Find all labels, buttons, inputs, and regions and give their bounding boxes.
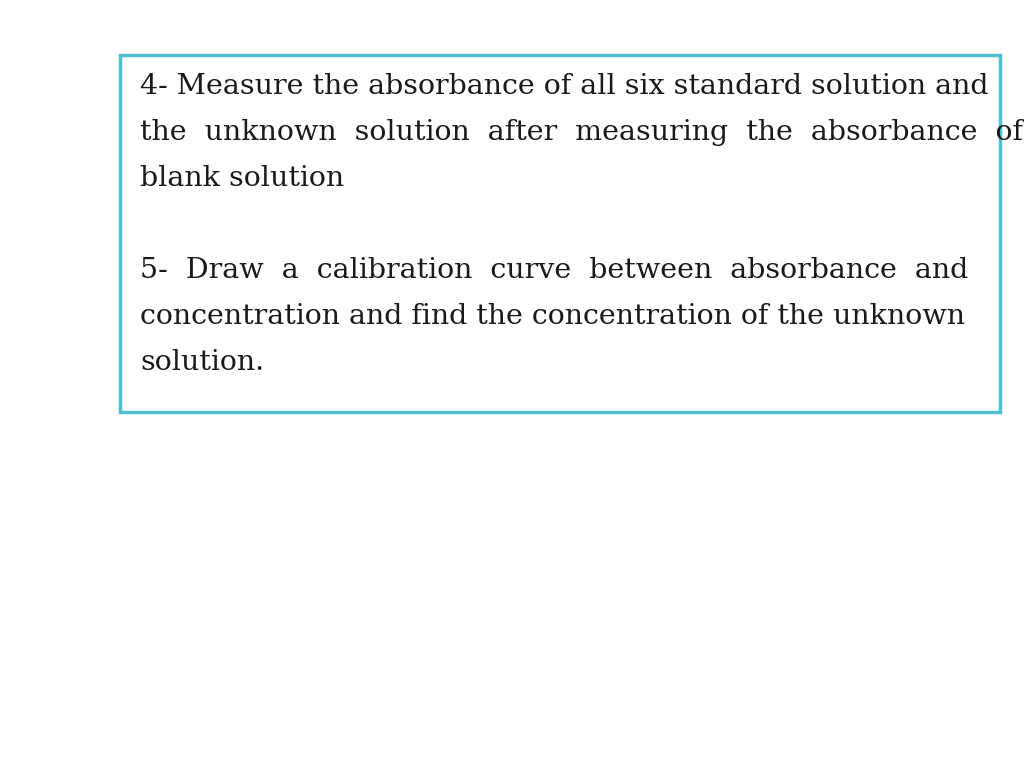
Text: the  unknown  solution  after  measuring  the  absorbance  of: the unknown solution after measuring the… — [140, 119, 1023, 146]
Text: concentration and find the concentration of the unknown: concentration and find the concentration… — [140, 303, 965, 330]
Text: 5-  Draw  a  calibration  curve  between  absorbance  and: 5- Draw a calibration curve between abso… — [140, 257, 969, 284]
Text: 4- Measure the absorbance of all six standard solution and: 4- Measure the absorbance of all six sta… — [140, 73, 988, 100]
Text: solution.: solution. — [140, 349, 264, 376]
Text: blank solution: blank solution — [140, 165, 344, 192]
